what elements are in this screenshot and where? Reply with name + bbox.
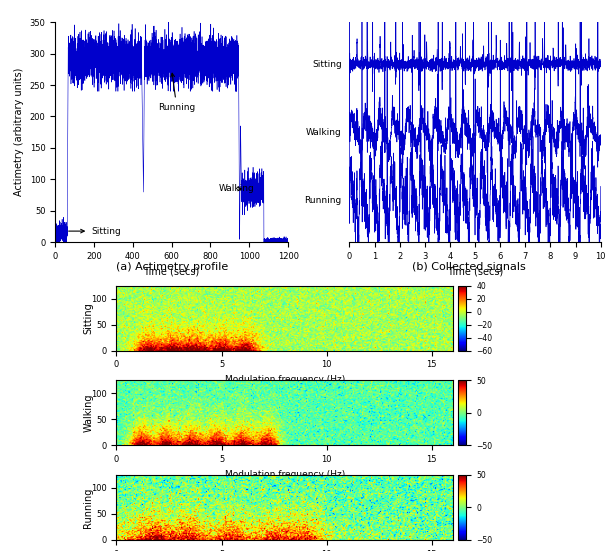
- X-axis label: Time (secs): Time (secs): [447, 267, 503, 277]
- Text: Walking: Walking: [218, 185, 254, 193]
- X-axis label: Modulation frequency (Hz): Modulation frequency (Hz): [224, 469, 345, 479]
- Text: (b) Collected signals: (b) Collected signals: [412, 262, 526, 272]
- Text: Running: Running: [305, 196, 342, 205]
- Y-axis label: Running: Running: [83, 487, 93, 527]
- Text: Sitting: Sitting: [69, 226, 121, 236]
- Text: Sitting: Sitting: [312, 60, 342, 69]
- X-axis label: Modulation frequency (Hz): Modulation frequency (Hz): [224, 375, 345, 384]
- X-axis label: Time (secs): Time (secs): [143, 267, 200, 277]
- Y-axis label: Actimetry (arbitrary units): Actimetry (arbitrary units): [14, 68, 24, 196]
- Text: Running: Running: [158, 73, 196, 111]
- Y-axis label: Walking: Walking: [83, 393, 93, 432]
- Text: Walking: Walking: [306, 128, 342, 137]
- Y-axis label: Sitting: Sitting: [83, 302, 93, 334]
- Text: (a) Actimetry profile: (a) Actimetry profile: [115, 262, 228, 272]
